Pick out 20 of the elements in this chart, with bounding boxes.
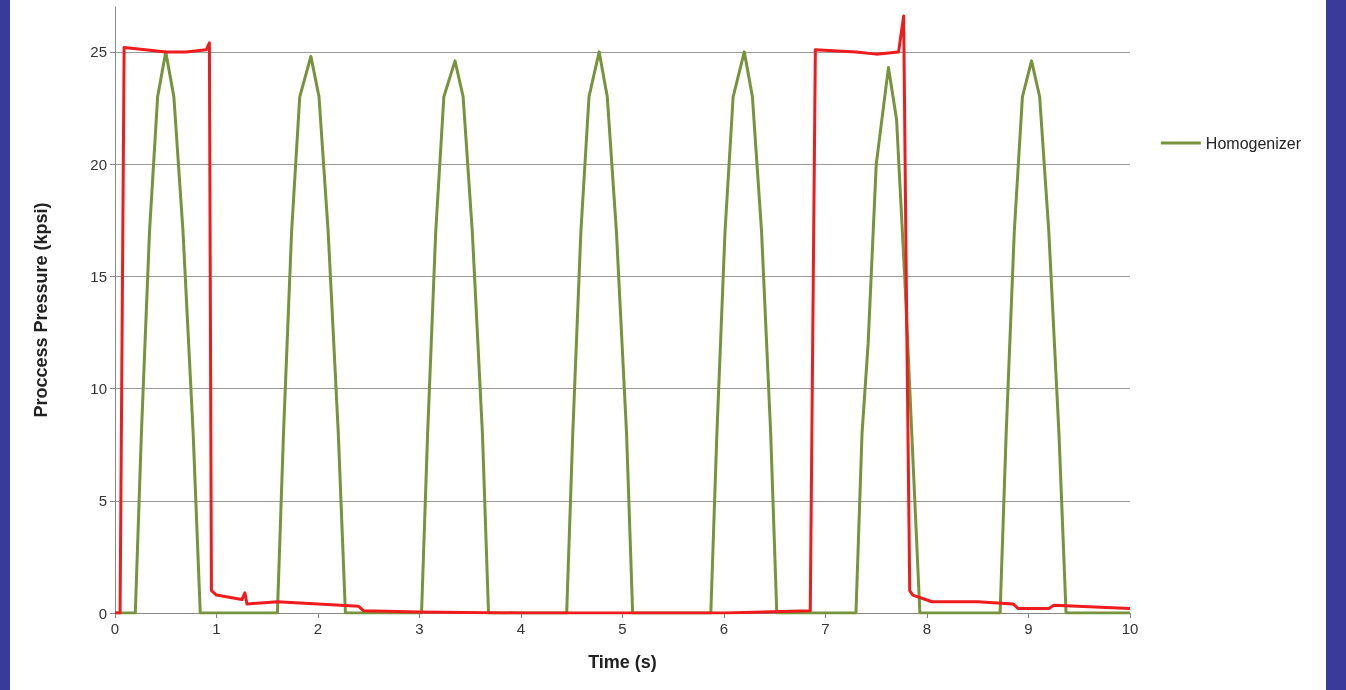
x-tick-label: 1 xyxy=(212,620,221,637)
y-tick-label: 5 xyxy=(98,492,107,510)
y-tick-label: 15 xyxy=(90,267,107,285)
x-tick-label: 8 xyxy=(922,620,932,637)
x-tick-label: 7 xyxy=(821,620,830,637)
x-tick-label: 3 xyxy=(415,620,424,637)
y-tick-label: 20 xyxy=(90,155,107,173)
y-tick-label: 25 xyxy=(90,43,107,61)
x-tick-label: 4 xyxy=(516,620,526,637)
y-tick-label: 10 xyxy=(90,380,107,398)
x-tick-label: 6 xyxy=(719,620,729,637)
y-tick-label: 0 xyxy=(98,604,107,622)
x-tick-label: 0 xyxy=(110,620,120,637)
x-tick-label: 5 xyxy=(618,620,627,637)
legend-label: Homogenizer xyxy=(1205,134,1302,152)
y-axis-title: Proccess Pressure (kpsi) xyxy=(31,202,51,418)
x-axis-title: Time (s) xyxy=(588,652,657,672)
x-tick-label: 2 xyxy=(313,620,323,637)
x-tick-label: 9 xyxy=(1024,620,1033,637)
x-tick-label: 10 xyxy=(1121,620,1139,637)
